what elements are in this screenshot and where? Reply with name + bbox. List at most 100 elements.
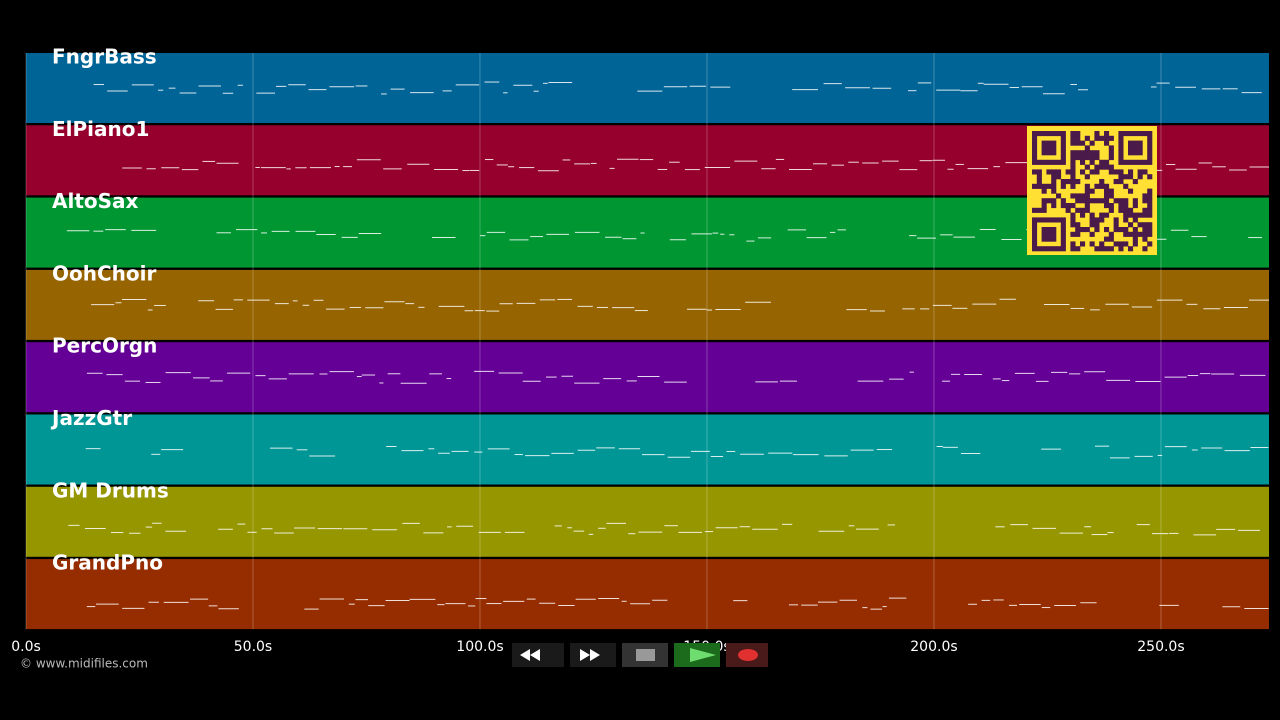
qr-module[interactable] <box>1056 246 1062 252</box>
qr-module[interactable] <box>1060 203 1066 209</box>
qr-module[interactable] <box>1147 241 1153 247</box>
qr-module[interactable] <box>1041 131 1047 137</box>
qr-module[interactable] <box>1046 198 1052 204</box>
qr-module[interactable] <box>1075 150 1081 156</box>
qr-module[interactable] <box>1084 188 1090 194</box>
qr-module[interactable] <box>1113 227 1119 233</box>
qr-module[interactable] <box>1118 198 1124 204</box>
qr-module[interactable] <box>1137 231 1143 237</box>
qr-module[interactable] <box>1089 155 1095 161</box>
qr-module[interactable] <box>1080 207 1086 213</box>
qr-module[interactable] <box>1147 159 1153 165</box>
qr-module[interactable] <box>1094 183 1100 189</box>
qr-module[interactable] <box>1070 217 1076 223</box>
qr-module[interactable] <box>1041 236 1047 242</box>
qr-module[interactable] <box>1046 140 1052 146</box>
qr-module[interactable] <box>1128 145 1134 151</box>
qr-module[interactable] <box>1051 145 1057 151</box>
qr-module[interactable] <box>1118 131 1124 137</box>
qr-module[interactable] <box>1128 188 1134 194</box>
qr-module[interactable] <box>1036 246 1042 252</box>
qr-module[interactable] <box>1060 183 1066 189</box>
qr-module[interactable] <box>1084 164 1090 170</box>
qr-module[interactable] <box>1113 169 1119 175</box>
qr-module[interactable] <box>1080 159 1086 165</box>
qr-module[interactable] <box>1060 227 1066 233</box>
qr-module[interactable] <box>1118 241 1124 247</box>
qr-module[interactable] <box>1147 212 1153 218</box>
forward-icon[interactable] <box>580 649 590 661</box>
qr-module[interactable] <box>1104 135 1110 141</box>
qr-module[interactable] <box>1104 212 1110 218</box>
qr-module[interactable] <box>1142 246 1148 252</box>
qr-module[interactable] <box>1075 231 1081 237</box>
qr-module[interactable] <box>1036 179 1042 185</box>
qr-module[interactable] <box>1070 246 1076 252</box>
play-icon[interactable] <box>690 648 716 662</box>
qr-module[interactable] <box>1051 179 1057 185</box>
qr-module[interactable] <box>1118 174 1124 180</box>
qr-module[interactable] <box>1041 207 1047 213</box>
qr-module[interactable] <box>1041 198 1047 204</box>
qr-module[interactable] <box>1036 159 1042 165</box>
qr-module[interactable] <box>1065 169 1071 175</box>
qr-module[interactable] <box>1128 140 1134 146</box>
qr-module[interactable] <box>1075 155 1081 161</box>
qr-module[interactable] <box>1084 207 1090 213</box>
qr-module[interactable] <box>1123 231 1129 237</box>
qr-module[interactable] <box>1113 217 1119 223</box>
qr-module[interactable] <box>1032 236 1038 242</box>
qr-module[interactable] <box>1051 236 1057 242</box>
qr-module[interactable] <box>1032 222 1038 228</box>
qr-module[interactable] <box>1075 222 1081 228</box>
qr-module[interactable] <box>1041 140 1047 146</box>
qr-module[interactable] <box>1142 159 1148 165</box>
qr-module[interactable] <box>1065 203 1071 209</box>
qr-module[interactable] <box>1099 164 1105 170</box>
qr-module[interactable] <box>1113 179 1119 185</box>
qr-module[interactable] <box>1108 231 1114 237</box>
qr-module[interactable] <box>1104 159 1110 165</box>
qr-module[interactable] <box>1137 145 1143 151</box>
qr-module[interactable] <box>1075 140 1081 146</box>
qr-module[interactable] <box>1046 159 1052 165</box>
qr-module[interactable] <box>1147 207 1153 213</box>
qr-module[interactable] <box>1070 131 1076 137</box>
qr-module[interactable] <box>1132 159 1138 165</box>
qr-module[interactable] <box>1060 159 1066 165</box>
qr-module[interactable] <box>1060 131 1066 137</box>
qr-module[interactable] <box>1108 193 1114 199</box>
qr-module[interactable] <box>1046 150 1052 156</box>
qr-module[interactable] <box>1060 231 1066 237</box>
qr-module[interactable] <box>1123 198 1129 204</box>
qr-module[interactable] <box>1036 131 1042 137</box>
qr-module[interactable] <box>1118 150 1124 156</box>
qr-module[interactable] <box>1084 174 1090 180</box>
qr-module[interactable] <box>1060 179 1066 185</box>
qr-module[interactable] <box>1137 159 1143 165</box>
qr-module[interactable] <box>1099 183 1105 189</box>
qr-module[interactable] <box>1099 198 1105 204</box>
qr-module[interactable] <box>1075 198 1081 204</box>
qr-module[interactable] <box>1104 193 1110 199</box>
qr-module[interactable] <box>1123 227 1129 233</box>
qr-module[interactable] <box>1123 207 1129 213</box>
qr-module[interactable] <box>1128 150 1134 156</box>
qr-module[interactable] <box>1118 155 1124 161</box>
qr-module[interactable] <box>1094 135 1100 141</box>
qr-module[interactable] <box>1032 227 1038 233</box>
qr-module[interactable] <box>1147 231 1153 237</box>
qr-module[interactable] <box>1046 145 1052 151</box>
qr-module[interactable] <box>1128 159 1134 165</box>
qr-module[interactable] <box>1147 145 1153 151</box>
qr-module[interactable] <box>1099 212 1105 218</box>
qr-module[interactable] <box>1032 150 1038 156</box>
qr-module[interactable] <box>1142 131 1148 137</box>
qr-module[interactable] <box>1132 217 1138 223</box>
qr-module[interactable] <box>1075 227 1081 233</box>
qr-module[interactable] <box>1104 140 1110 146</box>
qr-module[interactable] <box>1032 207 1038 213</box>
qr-module[interactable] <box>1137 131 1143 137</box>
qr-module[interactable] <box>1060 217 1066 223</box>
qr-module[interactable] <box>1147 135 1153 141</box>
